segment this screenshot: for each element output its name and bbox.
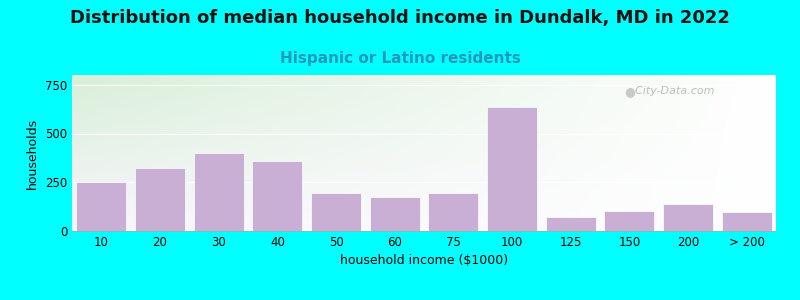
Bar: [429, 193, 478, 231]
Text: Distribution of median household income in Dundalk, MD in 2022: Distribution of median household income …: [70, 9, 730, 27]
Bar: [487, 107, 537, 231]
Bar: [135, 168, 185, 231]
Bar: [370, 197, 419, 231]
Bar: [663, 204, 713, 231]
Bar: [194, 153, 243, 231]
X-axis label: household income ($1000): household income ($1000): [340, 254, 508, 267]
Text: ●: ●: [625, 85, 635, 98]
Bar: [605, 211, 654, 231]
Text: Hispanic or Latino residents: Hispanic or Latino residents: [279, 51, 521, 66]
Bar: [546, 217, 595, 231]
Text: City-Data.com: City-Data.com: [628, 86, 714, 96]
Bar: [722, 212, 771, 231]
Bar: [253, 161, 302, 231]
Bar: [77, 182, 126, 231]
Bar: [311, 193, 361, 231]
Y-axis label: households: households: [26, 117, 39, 189]
